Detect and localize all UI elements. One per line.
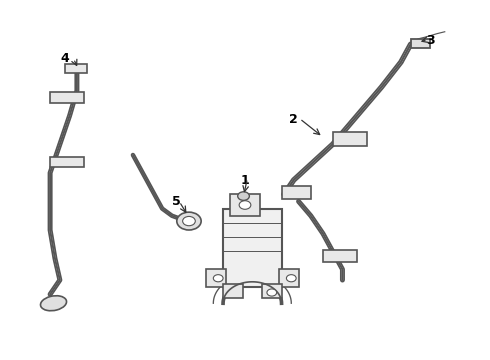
FancyBboxPatch shape bbox=[50, 93, 84, 103]
Circle shape bbox=[213, 275, 223, 282]
FancyBboxPatch shape bbox=[65, 64, 87, 73]
Circle shape bbox=[287, 275, 296, 282]
Circle shape bbox=[239, 201, 251, 209]
FancyBboxPatch shape bbox=[50, 157, 84, 167]
Text: 1: 1 bbox=[241, 174, 249, 186]
Text: 4: 4 bbox=[60, 52, 69, 65]
Text: 3: 3 bbox=[426, 34, 435, 47]
FancyBboxPatch shape bbox=[411, 39, 430, 48]
FancyBboxPatch shape bbox=[262, 284, 282, 298]
FancyBboxPatch shape bbox=[223, 284, 243, 298]
Ellipse shape bbox=[41, 296, 67, 311]
FancyBboxPatch shape bbox=[223, 208, 282, 287]
FancyBboxPatch shape bbox=[282, 186, 311, 199]
FancyBboxPatch shape bbox=[230, 194, 260, 216]
Text: 5: 5 bbox=[172, 195, 181, 208]
FancyBboxPatch shape bbox=[206, 269, 225, 287]
FancyBboxPatch shape bbox=[279, 269, 298, 287]
Circle shape bbox=[238, 192, 249, 201]
Circle shape bbox=[267, 289, 277, 296]
Circle shape bbox=[177, 212, 201, 230]
FancyBboxPatch shape bbox=[333, 132, 367, 146]
Circle shape bbox=[183, 216, 196, 226]
Text: 2: 2 bbox=[290, 113, 298, 126]
FancyBboxPatch shape bbox=[323, 249, 357, 262]
